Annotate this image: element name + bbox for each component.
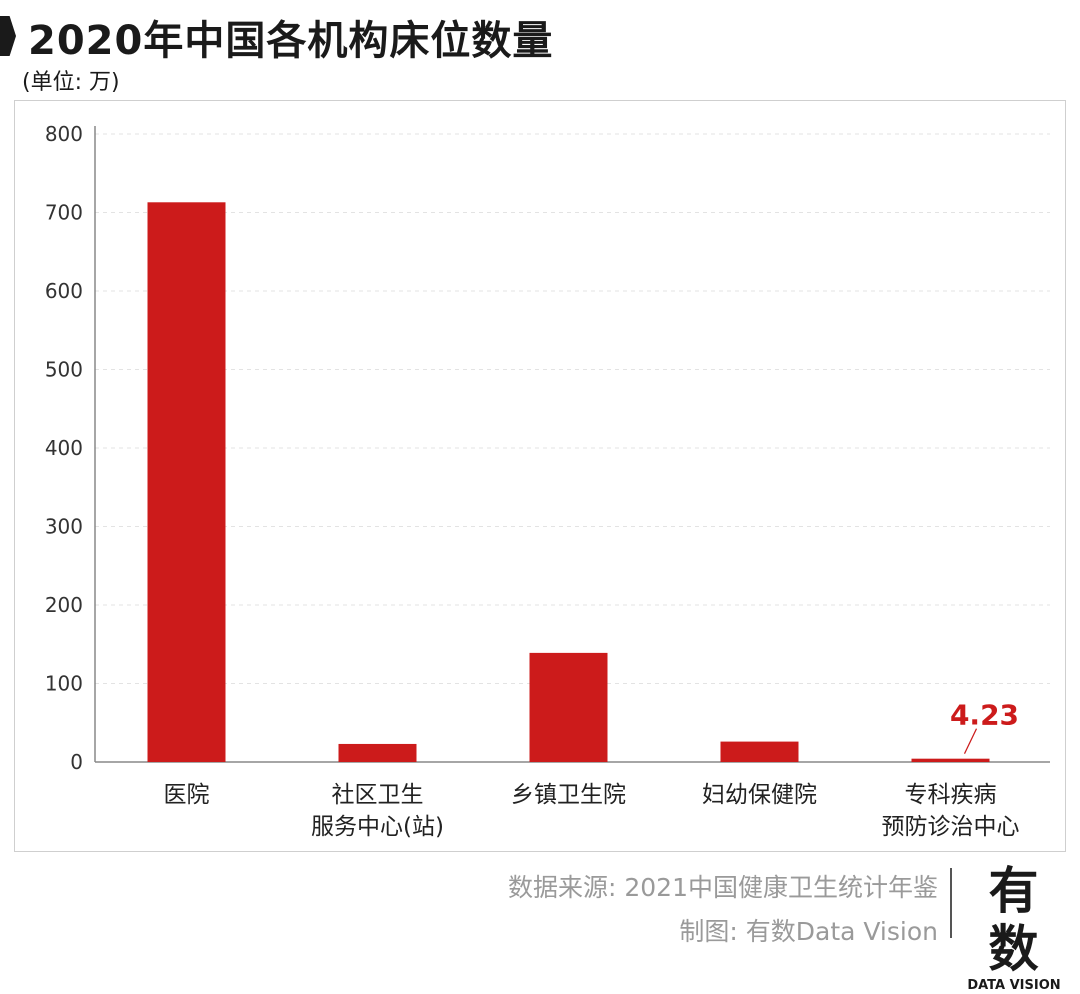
chart-frame: 0 100 200 300 400 500 600 700 800 医院 社区卫生服务中心(站) 乡镇…	[14, 100, 1066, 852]
bar	[911, 758, 990, 762]
y-tick-label: 200	[45, 593, 83, 617]
y-tick-label: 100	[45, 672, 83, 696]
annotation-leader	[963, 728, 978, 754]
x-tick-label: 乡镇卫生院	[511, 782, 626, 808]
y-tick-label: 600	[45, 279, 83, 303]
bar	[720, 741, 799, 762]
bar	[529, 652, 608, 762]
data-vision-logo: 有数 DATA VISION	[964, 862, 1064, 994]
y-tick-label: 300	[45, 515, 83, 539]
source-text: 数据来源: 2021中国健康卫生统计年鉴	[508, 873, 938, 902]
x-tick-label: 医院	[164, 782, 210, 808]
unit-label: (单位: 万)	[22, 70, 120, 95]
credit-text: 制图: 有数Data Vision	[679, 917, 938, 946]
chart-title: 2020年中国各机构床位数量	[28, 18, 554, 64]
x-tick-label: 服务中心(站)	[311, 814, 444, 840]
y-tick-label: 0	[70, 750, 83, 774]
y-tick-label: 800	[45, 122, 83, 146]
x-tick-label: 妇幼保健院	[702, 782, 817, 808]
y-tick-label: 400	[45, 436, 83, 460]
x-tick-label: 专科疾病	[905, 782, 997, 808]
bar	[338, 743, 417, 762]
logo-en: DATA VISION	[967, 978, 1061, 993]
logo-cn: 有数	[988, 862, 1040, 978]
data-label: 4.23	[950, 699, 1019, 732]
footer-divider	[950, 868, 952, 938]
bar	[147, 202, 226, 763]
x-tick-label: 社区卫生	[332, 782, 424, 808]
x-tick-label: 预防诊治中心	[882, 814, 1020, 840]
title-marker	[0, 16, 16, 56]
y-tick-label: 500	[45, 358, 83, 382]
source-block: 数据来源: 2021中国健康卫生统计年鉴 制图: 有数Data Vision	[508, 866, 938, 954]
y-tick-label: 700	[45, 201, 83, 225]
